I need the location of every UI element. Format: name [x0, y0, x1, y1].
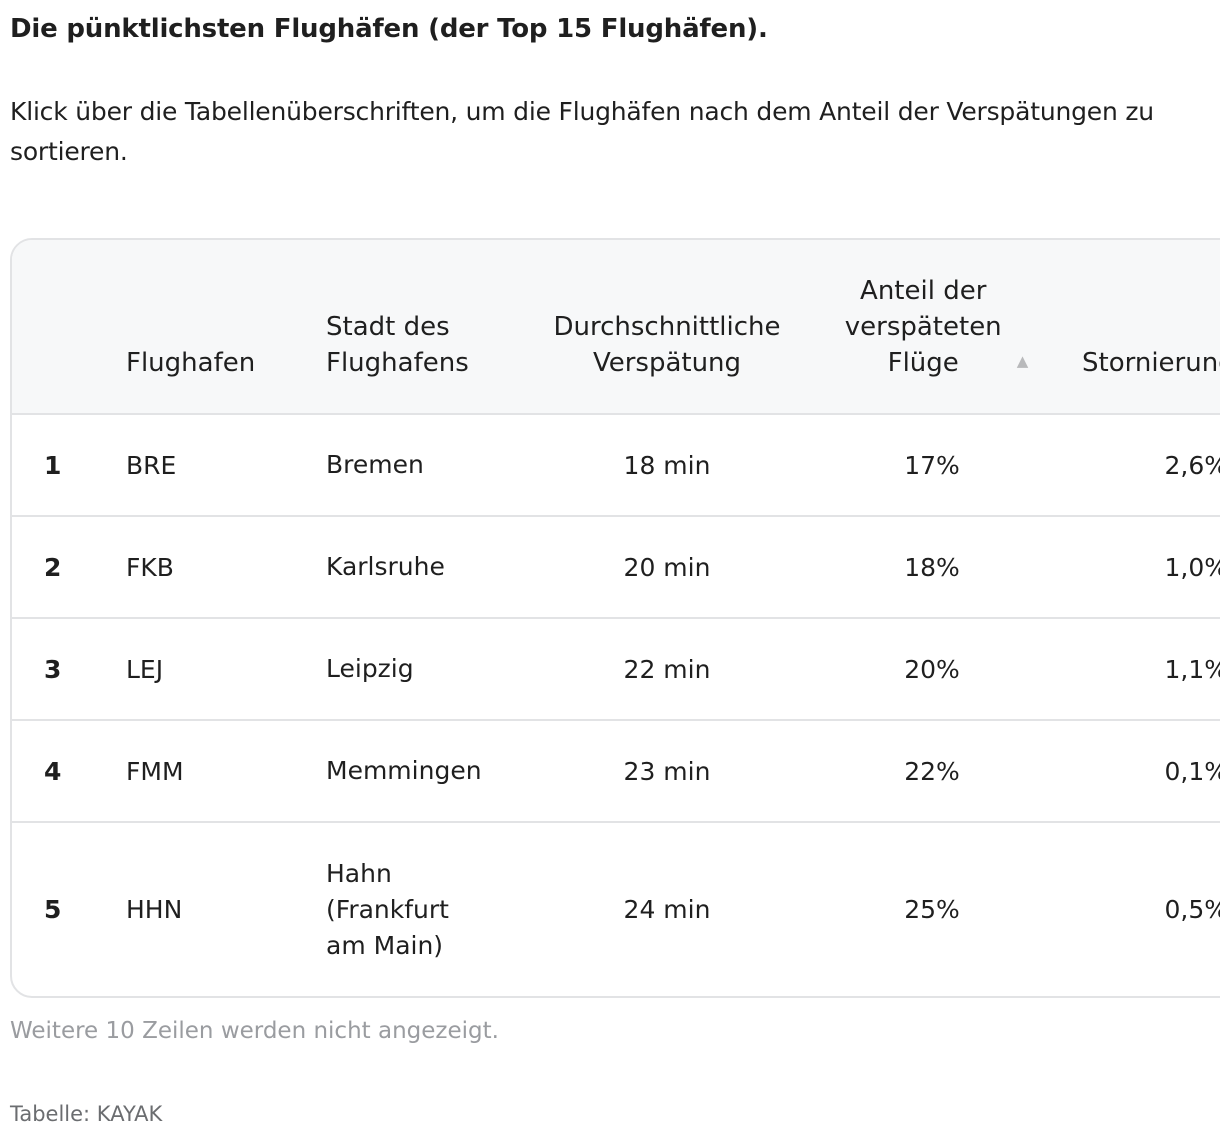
city-cell: Memmingen: [326, 720, 532, 823]
cancellations-cell: 0,1%: [1062, 720, 1220, 823]
column-header-city-label: Stadt des Flughafens: [326, 312, 469, 378]
sort-ascending-icon: ▲: [1016, 352, 1029, 370]
cancellations-cell: 1,1%: [1062, 618, 1220, 721]
delayed-share-cell: 17%: [802, 414, 1062, 517]
intro-text: Klick über die Tabellenüberschriften, um…: [10, 97, 1154, 166]
delayed-share-cell: 25%: [904, 895, 960, 924]
city-cell: Karlsruhe: [326, 516, 532, 619]
table-source: Tabelle: KAYAK: [10, 1102, 163, 1126]
page-title: Die pünktlichsten Flughäfen (der Top 15 …: [10, 14, 768, 44]
rank-cell: 1: [12, 414, 126, 517]
avg-delay-cell: 24 min: [623, 895, 711, 924]
column-header-cancellations[interactable]: Stornierungen: [1062, 240, 1220, 415]
city-text: Hahn (Frankfurt am Main): [326, 858, 449, 960]
airport-cell: FMM: [126, 720, 326, 823]
cancellations-cell: 1,0%: [1062, 516, 1220, 619]
delayed-share-cell: 22%: [802, 720, 1062, 823]
rank-cell: 3: [12, 618, 126, 721]
avg-delay-cell: 18 min: [532, 414, 802, 517]
table-row: 1 BRE Bremen 18 min 17% 2,6%: [12, 414, 1220, 517]
table-row: 5 HHN Hahn (Frankfurt am Main) 24 min 25…: [12, 822, 1220, 996]
rank-cell: 4: [12, 720, 126, 823]
column-header-airport[interactable]: Flughafen: [126, 240, 326, 415]
airport-cell: LEJ: [126, 618, 326, 721]
column-header-delayed-share[interactable]: Anteil der verspäteten Flüge ▲: [802, 240, 1062, 415]
city-cell: Hahn (Frankfurt am Main): [326, 822, 532, 996]
cancellations-cell: 2,6%: [1062, 414, 1220, 517]
table-header-row: Flughafen Stadt des Flughafens Durchschn…: [12, 240, 1220, 415]
rank-cell: 2: [12, 516, 126, 619]
city-cell: Leipzig: [326, 618, 532, 721]
column-header-avg-delay-label: Durchschnittliche Verspätung: [553, 312, 781, 378]
data-table: Flughafen Stadt des Flughafens Durchschn…: [12, 240, 1220, 996]
airports-table: Flughafen Stadt des Flughafens Durchschn…: [10, 238, 1220, 998]
city-text: Memmingen: [326, 756, 482, 785]
city-text: Bremen: [326, 450, 424, 479]
city-text: Leipzig: [326, 654, 414, 683]
avg-delay-cell: 22 min: [532, 618, 802, 721]
table-row: 4 FMM Memmingen 23 min 22% 0,1%: [12, 720, 1220, 823]
table-row: 3 LEJ Leipzig 22 min 20% 1,1%: [12, 618, 1220, 721]
avg-delay-cell: 20 min: [532, 516, 802, 619]
delayed-share-cell: 20%: [802, 618, 1062, 721]
airport-cell: HHN: [126, 895, 183, 924]
avg-delay-cell: 23 min: [532, 720, 802, 823]
hidden-rows-note: Weitere 10 Zeilen werden nicht angezeigt…: [10, 1018, 499, 1044]
column-header-cancellations-label: Stornierungen: [1082, 348, 1220, 378]
column-header-city[interactable]: Stadt des Flughafens: [326, 240, 532, 415]
airport-cell: BRE: [126, 414, 326, 517]
table-row: 2 FKB Karlsruhe 20 min 18% 1,0%: [12, 516, 1220, 619]
city-cell: Bremen: [326, 414, 532, 517]
cancellations-cell: 0,5%: [1164, 895, 1220, 924]
city-text: Karlsruhe: [326, 552, 445, 581]
column-header-rank[interactable]: [12, 240, 126, 415]
delayed-share-cell: 18%: [802, 516, 1062, 619]
column-header-avg-delay[interactable]: Durchschnittliche Verspätung: [532, 240, 802, 415]
column-header-airport-label: Flughafen: [126, 348, 256, 378]
airport-cell: FKB: [126, 516, 326, 619]
rank-cell: 5: [44, 895, 62, 924]
column-header-delayed-share-label: Anteil der verspäteten Flüge: [844, 276, 1002, 378]
